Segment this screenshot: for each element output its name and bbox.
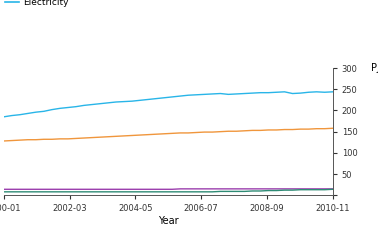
Legend: LPG, Natural gas, Solar energy, Electricity: LPG, Natural gas, Solar energy, Electric…	[5, 0, 81, 7]
Y-axis label: PJ: PJ	[371, 63, 378, 73]
X-axis label: Year: Year	[158, 216, 178, 226]
